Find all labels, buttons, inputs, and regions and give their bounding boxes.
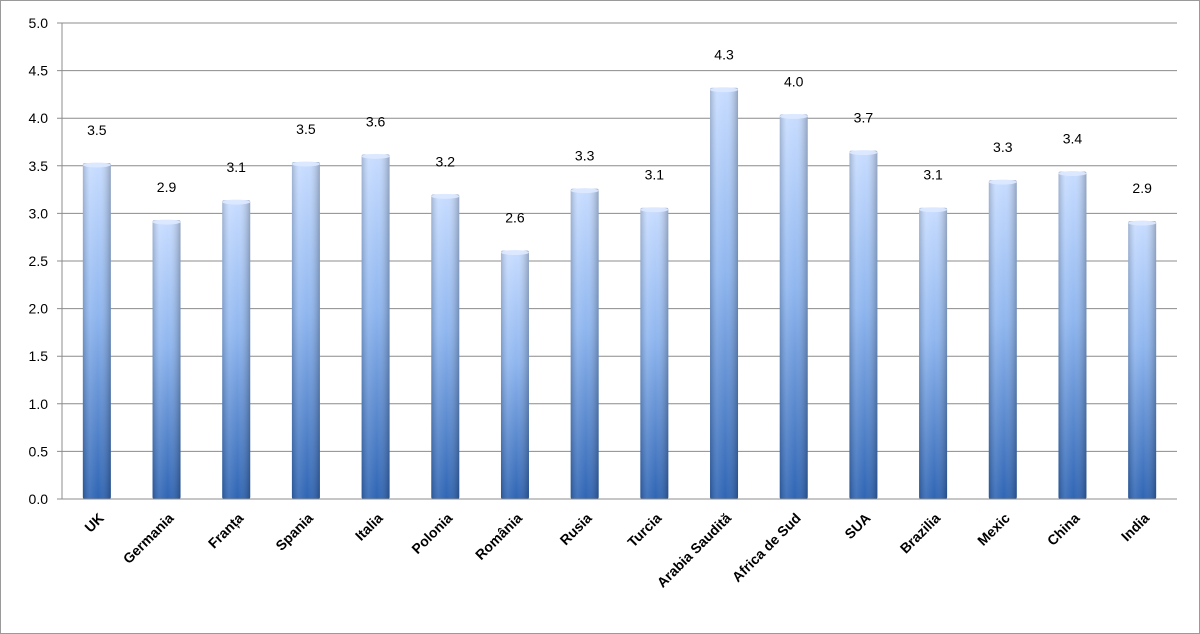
y-tick-label: 2.0 bbox=[29, 301, 49, 317]
bar bbox=[152, 219, 181, 499]
bar-cap bbox=[919, 207, 948, 213]
bar-shading bbox=[640, 207, 669, 500]
bar-shading bbox=[431, 194, 460, 500]
data-label: 2.6 bbox=[505, 210, 525, 226]
bars bbox=[82, 87, 1157, 500]
x-category-label: Brazilia bbox=[897, 510, 944, 557]
bar bbox=[779, 113, 808, 499]
bar bbox=[640, 207, 669, 500]
bar-shading bbox=[222, 200, 251, 499]
data-label: 3.5 bbox=[296, 121, 316, 137]
x-category-label: Arabia Saudită bbox=[654, 510, 735, 591]
y-tick-label: 1.0 bbox=[29, 396, 49, 412]
data-label: 4.3 bbox=[714, 47, 734, 63]
bar-shading bbox=[500, 250, 529, 499]
bar-shading bbox=[710, 87, 739, 500]
bar bbox=[82, 162, 111, 499]
y-tick-label: 4.5 bbox=[29, 63, 49, 79]
x-category-label: România bbox=[472, 510, 525, 563]
y-tick-label: 2.5 bbox=[29, 253, 49, 269]
bar-cap bbox=[500, 250, 529, 256]
x-category-label: Italia bbox=[352, 510, 386, 544]
x-category-label: SUA bbox=[841, 510, 873, 542]
bar-shading bbox=[779, 114, 808, 499]
bar bbox=[1128, 220, 1157, 500]
bar-cap bbox=[431, 193, 460, 199]
bar-cap bbox=[222, 199, 251, 205]
y-axis-tick-labels: 0.0 0.5 1.0 1.5 2.0 2.5 3.0 3.5 4.0 4.5 5.0 bbox=[29, 15, 49, 507]
x-axis-category-labels: UK Germania Franța Spania Italia Polonia Român… bbox=[81, 510, 1152, 591]
bar-shading bbox=[988, 180, 1017, 499]
data-label: 3.3 bbox=[575, 148, 595, 164]
data-label: 4.0 bbox=[784, 73, 804, 89]
data-label: 3.1 bbox=[923, 167, 943, 183]
data-label: 3.1 bbox=[645, 167, 665, 183]
x-category-label: China bbox=[1044, 510, 1083, 549]
bar-cap bbox=[570, 188, 599, 194]
data-label: 3.5 bbox=[87, 122, 107, 138]
x-category-label: Mexic bbox=[974, 510, 1013, 549]
y-tick-label: 3.5 bbox=[29, 158, 49, 174]
x-category-label: India bbox=[1118, 510, 1153, 545]
data-label: 3.2 bbox=[436, 153, 456, 169]
bar bbox=[919, 207, 948, 500]
bar-cap bbox=[1058, 171, 1087, 177]
bar bbox=[1058, 171, 1087, 499]
data-label: 3.4 bbox=[1063, 131, 1083, 147]
data-labels: 3.5 2.9 3.1 3.5 3.6 3.2 2.6 3.3 3.1 4.3 4.0 3.7 3.1 3… bbox=[87, 47, 1152, 226]
bar-cap bbox=[291, 161, 320, 167]
bar-cap bbox=[988, 179, 1017, 185]
bar-shading bbox=[361, 154, 390, 499]
bar-cap bbox=[710, 87, 739, 93]
bar-shading bbox=[152, 220, 181, 499]
bar-cap bbox=[82, 162, 111, 168]
x-category-label: Polonia bbox=[408, 510, 455, 557]
x-category-label: Turcia bbox=[624, 510, 664, 550]
bar-shading bbox=[849, 150, 878, 499]
bar-shading bbox=[919, 207, 948, 500]
bar bbox=[431, 193, 460, 500]
x-category-label: Germania bbox=[120, 510, 177, 567]
data-label: 3.7 bbox=[854, 110, 874, 126]
bar-cap bbox=[849, 150, 878, 156]
bar-shading bbox=[291, 161, 320, 499]
bar-shading bbox=[570, 188, 599, 499]
data-label: 2.9 bbox=[1132, 180, 1152, 196]
y-tick-label: 5.0 bbox=[29, 15, 49, 31]
bar-cap bbox=[361, 153, 390, 159]
x-category-label: UK bbox=[81, 510, 107, 536]
x-category-label: Rusia bbox=[557, 510, 595, 548]
data-label: 3.1 bbox=[226, 159, 246, 175]
bar-cap bbox=[640, 207, 669, 213]
data-label: 3.6 bbox=[366, 113, 386, 129]
y-tick-label: 4.0 bbox=[29, 110, 49, 126]
bar bbox=[361, 153, 390, 499]
bar-shading bbox=[1128, 221, 1157, 500]
bar bbox=[570, 188, 599, 499]
y-tick-label: 0.0 bbox=[29, 491, 49, 507]
bar bbox=[291, 161, 320, 499]
bar bbox=[222, 199, 251, 499]
bar bbox=[500, 250, 529, 499]
x-category-label: Africa de Sud bbox=[729, 510, 804, 585]
bar bbox=[849, 150, 878, 499]
bar-cap bbox=[1128, 220, 1157, 226]
bar-cap bbox=[779, 113, 808, 119]
bar-cap bbox=[152, 219, 181, 225]
x-category-label: Spania bbox=[272, 510, 316, 554]
data-label: 3.3 bbox=[993, 139, 1013, 155]
bar-shading bbox=[1058, 171, 1087, 499]
bar bbox=[988, 179, 1017, 499]
y-tick-label: 3.0 bbox=[29, 205, 49, 221]
x-category-label: Franța bbox=[205, 510, 247, 552]
y-tick-label: 1.5 bbox=[29, 348, 49, 364]
data-label: 2.9 bbox=[157, 179, 177, 195]
y-tick-label: 0.5 bbox=[29, 443, 49, 459]
bar-shading bbox=[82, 162, 111, 499]
bar bbox=[710, 87, 739, 500]
